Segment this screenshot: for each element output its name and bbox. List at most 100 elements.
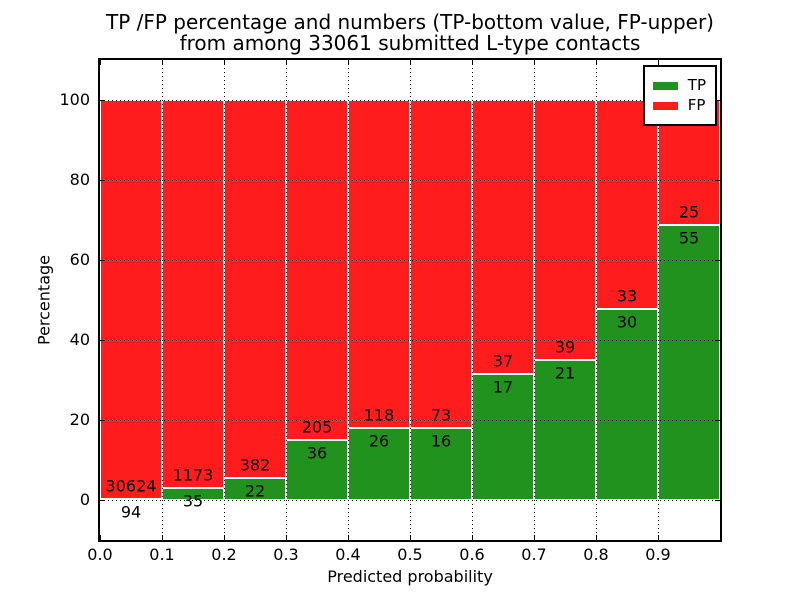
x-tick-mark-top xyxy=(410,60,411,65)
fp-bar-segment xyxy=(286,99,348,441)
fp-bar-segment xyxy=(100,99,162,499)
fp-count-label: 37 xyxy=(492,351,514,371)
tp-bar-segment xyxy=(286,440,348,500)
x-tick-mark-bottom xyxy=(224,535,225,540)
y-tick-mark-right xyxy=(715,259,720,261)
legend-entry-label: FP xyxy=(687,96,706,114)
x-tick-label: 0.8 xyxy=(583,545,609,564)
fp-count-label: 382 xyxy=(239,455,271,475)
tp-bar-segment xyxy=(658,224,720,500)
x-tick-mark-top xyxy=(348,60,349,65)
vertical-gridline xyxy=(596,60,597,540)
x-tick-mark-bottom xyxy=(534,535,535,540)
y-tick-mark-left xyxy=(100,500,105,501)
legend-entry-label: TP xyxy=(687,76,706,94)
x-tick-mark-top xyxy=(100,60,101,65)
x-axis-label: Predicted probability xyxy=(327,567,493,586)
horizontal-gridline xyxy=(100,500,720,501)
fp-bar-segment xyxy=(348,99,410,428)
fp-bar-segment xyxy=(410,99,472,428)
y-tick-label: 20 xyxy=(69,409,90,429)
fp-count-label: 30624 xyxy=(105,476,157,496)
vertical-gridline xyxy=(162,60,163,540)
x-tick-label: 0.0 xyxy=(87,545,113,564)
tp-count-label: 30 xyxy=(616,312,638,332)
legend: TP FP xyxy=(642,65,717,126)
horizontal-gridline xyxy=(100,339,720,341)
x-tick-mark-top xyxy=(286,60,287,65)
vertical-gridline xyxy=(348,60,349,540)
fp-legend-swatch xyxy=(652,101,678,110)
x-tick-mark-top xyxy=(534,60,535,65)
y-tick-mark-right xyxy=(715,500,720,501)
horizontal-gridline xyxy=(100,419,720,421)
x-tick-mark-top xyxy=(596,60,597,65)
tp-bar-segment xyxy=(596,309,658,500)
vertical-gridline xyxy=(286,60,287,540)
y-tick-mark-left xyxy=(100,99,105,101)
y-tick-mark-right xyxy=(715,99,720,101)
x-tick-label: 0.1 xyxy=(149,545,175,564)
x-tick-mark-top xyxy=(224,60,225,65)
fp-bar-segment xyxy=(596,99,658,310)
chart-title-line-2: from among 33061 submitted L-type contac… xyxy=(179,31,641,55)
x-tick-mark-bottom xyxy=(100,535,101,540)
tp-count-label: 26 xyxy=(368,431,390,451)
x-tick-mark-bottom xyxy=(658,535,659,540)
x-tick-mark-bottom xyxy=(472,535,473,540)
x-tick-mark-bottom xyxy=(410,535,411,540)
vertical-gridline xyxy=(534,60,535,540)
fp-count-label: 33 xyxy=(616,286,638,306)
tp-bar-segment xyxy=(534,359,596,500)
x-tick-mark-bottom xyxy=(348,535,349,540)
y-tick-mark-right xyxy=(715,339,720,341)
chart-title: TP /FP percentage and numbers (TP-bottom… xyxy=(100,12,720,54)
legend-entry: TP xyxy=(652,76,706,94)
tp-count-label: 22 xyxy=(244,481,266,501)
y-tick-mark-left xyxy=(100,179,105,181)
x-tick-label: 0.6 xyxy=(459,545,485,564)
y-tick-mark-left xyxy=(100,259,105,261)
y-tick-mark-left xyxy=(100,339,105,341)
tp-count-label: 17 xyxy=(492,377,514,397)
tp-count-label: 94 xyxy=(120,502,142,522)
fp-count-label: 39 xyxy=(554,337,576,357)
fp-count-label: 118 xyxy=(363,405,395,425)
plot-area: TP FP 30624 94 1173 35 382 22 205 36 118 26 73 16 37 1… xyxy=(98,58,722,542)
tp-bar-segment xyxy=(348,427,410,500)
x-tick-label: 0.2 xyxy=(211,545,237,564)
legend-entry: FP xyxy=(652,96,706,114)
x-tick-mark-top xyxy=(472,60,473,65)
x-tick-label: 0.7 xyxy=(521,545,547,564)
x-tick-label: 0.5 xyxy=(397,545,423,564)
y-tick-label: 0 xyxy=(79,490,90,509)
vertical-gridline xyxy=(224,60,225,540)
fp-bar-segment xyxy=(534,99,596,360)
chart-title-line-1: TP /FP percentage and numbers (TP-bottom… xyxy=(106,10,714,34)
vertical-gridline xyxy=(410,60,411,540)
vertical-gridline xyxy=(658,60,659,540)
tp-count-label: 16 xyxy=(430,431,452,451)
y-tick-label: 100 xyxy=(59,89,90,109)
tp-legend-swatch xyxy=(652,81,678,90)
y-tick-mark-right xyxy=(715,179,720,181)
y-tick-label: 40 xyxy=(69,329,90,349)
y-tick-label: 60 xyxy=(69,249,90,269)
y-tick-mark-left xyxy=(100,419,105,421)
fp-bar-segment xyxy=(224,99,286,479)
x-tick-label: 0.4 xyxy=(335,545,361,564)
fp-bar-segment xyxy=(162,99,224,489)
fp-count-label: 1173 xyxy=(172,465,214,485)
x-tick-label: 0.9 xyxy=(645,545,671,564)
x-tick-mark-bottom xyxy=(162,535,163,540)
tp-bar-segment xyxy=(410,428,472,500)
tp-count-label: 55 xyxy=(678,228,700,248)
x-tick-mark-top xyxy=(658,60,659,65)
y-tick-mark-right xyxy=(715,419,720,421)
tp-count-label: 21 xyxy=(554,363,576,383)
tp-count-label: 36 xyxy=(306,443,328,463)
fp-count-label: 73 xyxy=(430,405,452,425)
x-tick-mark-bottom xyxy=(596,535,597,540)
x-tick-label: 0.3 xyxy=(273,545,299,564)
